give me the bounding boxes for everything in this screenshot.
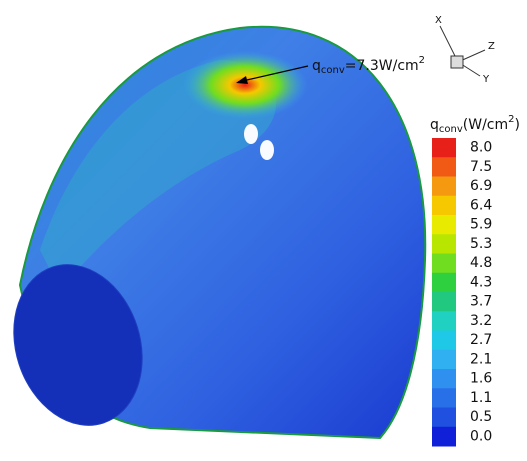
legend-label: 1.6 [470,371,492,387]
legend-subscript: conv [439,124,463,135]
legend-label: 2.1 [470,351,492,367]
axes-triad [440,26,485,76]
legend-label: 4.8 [470,255,492,271]
legend-swatch [432,177,456,197]
legend-label: 5.9 [470,217,492,233]
legend-unit: (W/cm [463,117,508,133]
axis-y: Y [482,74,490,85]
legend-swatch [432,388,456,408]
legend-swatch [432,292,456,312]
legend-swatch [432,408,456,428]
window [260,140,274,160]
legend-label: 3.2 [470,313,492,329]
legend-swatch [432,350,456,370]
annotation-symbol: q [312,58,321,74]
legend-close: ) [515,117,520,133]
legend-label: 8.0 [470,140,492,156]
annotation-text: =7.3W/cm [345,58,419,74]
legend-label: 7.5 [470,159,492,175]
legend-swatch [432,157,456,177]
legend-swatch [432,369,456,389]
legend-symbol: q [430,117,439,133]
window [244,124,258,144]
legend-title: qconv(W/cm2) [430,114,520,135]
legend-swatch [432,273,456,293]
legend-swatch [432,196,456,216]
legend-swatch [432,215,456,235]
figure: qconv=7.3W/cm2 X Z Y qconv(W/cm2) 8.07.5… [0,0,527,461]
hot-spot [183,51,307,119]
legend-label: 6.9 [470,178,492,194]
legend-swatch [432,138,456,158]
annotation-superscript: 2 [419,55,425,66]
legend-label: 0.0 [470,428,492,444]
legend-swatch [432,254,456,274]
legend-swatch [432,234,456,254]
axis-x: X [435,15,442,26]
legend-label: 1.1 [470,390,492,406]
legend-label: 3.7 [470,294,492,310]
legend-label: 6.4 [470,197,492,213]
axis-z: Z [488,41,495,52]
legend-label: 4.3 [470,274,492,290]
legend-swatch [432,331,456,351]
legend-swatch [432,427,456,447]
annotation-subscript: conv [321,65,345,76]
legend: 8.0 7.5 6.9 6.4 5.9 5.3 4.8 4.3 3.7 3.2 2.7 2.1 1.6 1… [432,138,492,447]
legend-label: 5.3 [470,236,492,252]
legend-swatch [432,311,456,331]
legend-label: 0.5 [470,409,492,425]
legend-label: 2.7 [470,332,492,348]
